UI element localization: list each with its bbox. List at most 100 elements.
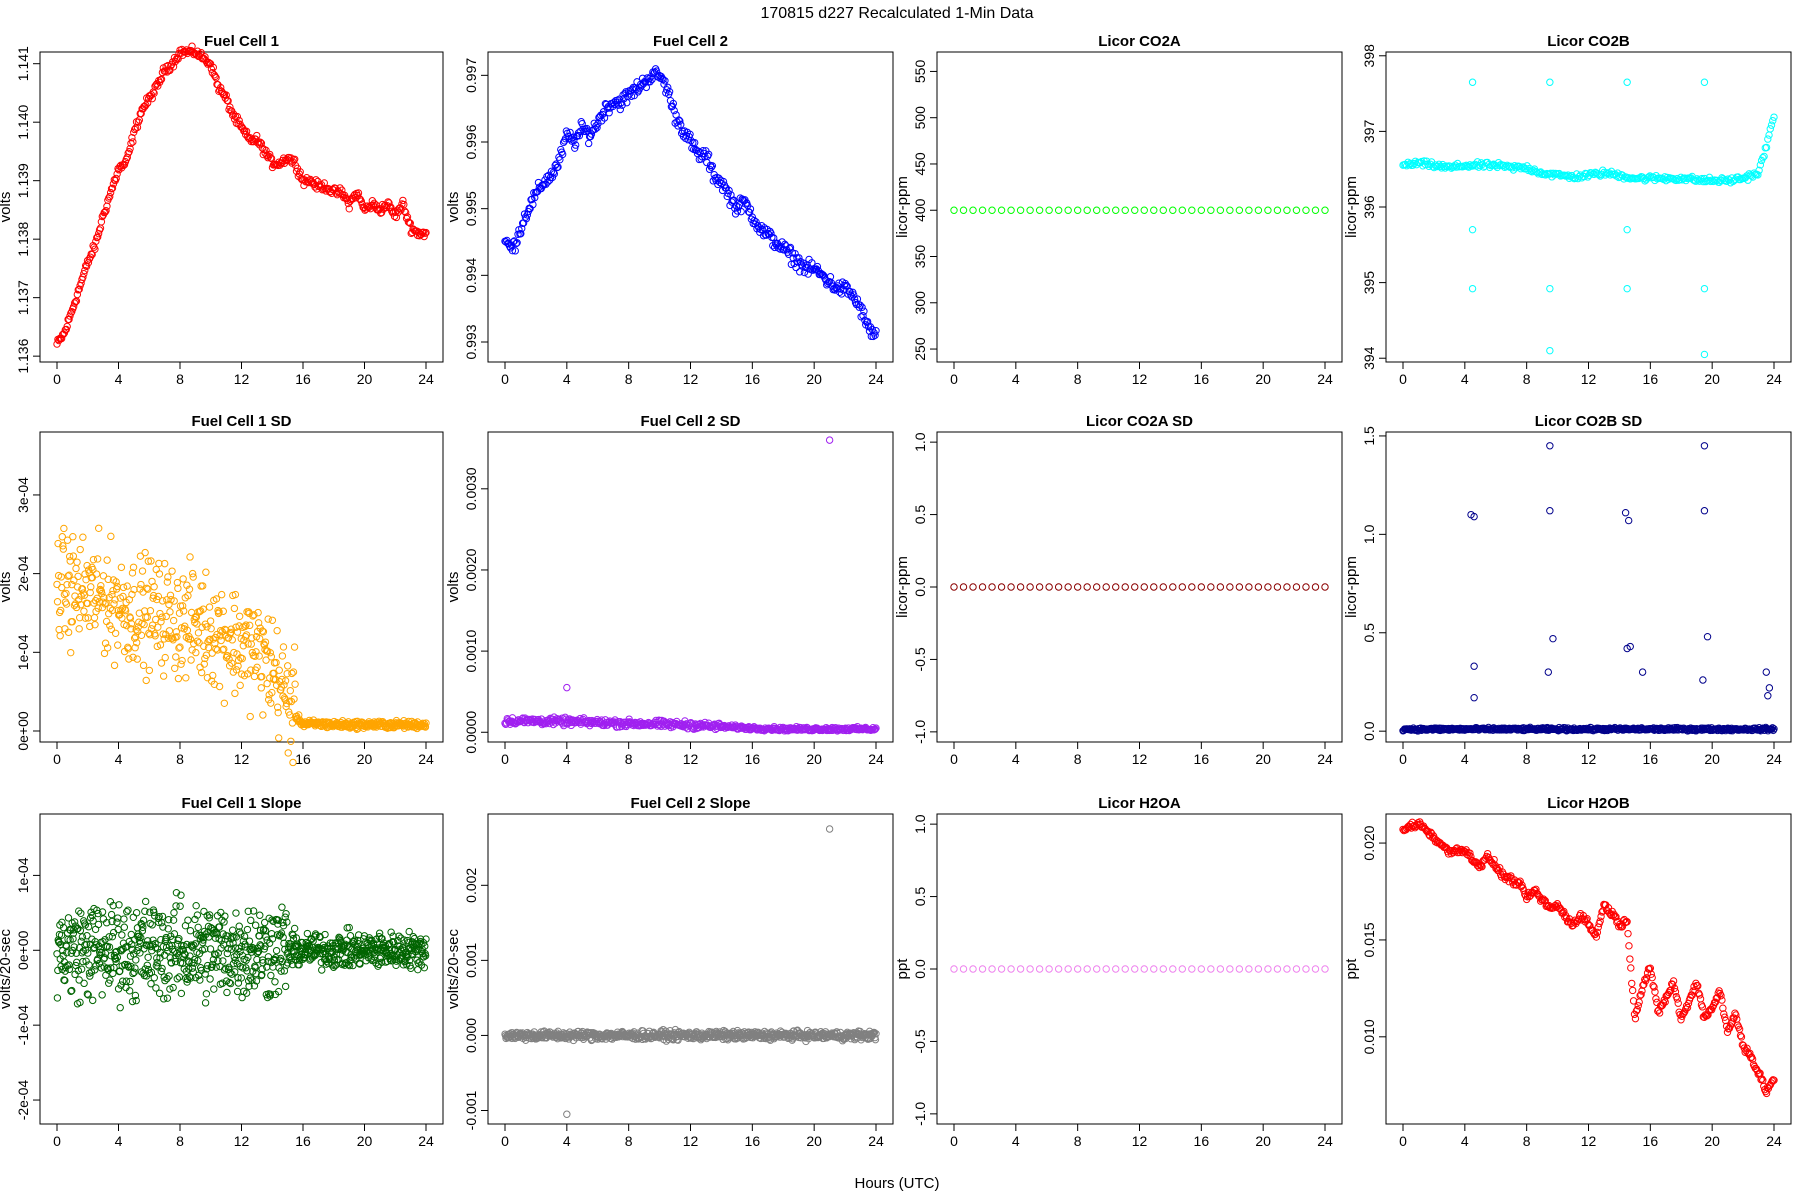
data-point [69,303,78,311]
data-point [988,965,996,973]
data-point [978,583,987,591]
x-tick-label: 0 [53,751,61,767]
data-point [106,604,115,613]
data-point [166,954,174,962]
data-point [344,960,353,969]
data-point [334,955,343,964]
data-point [125,147,133,156]
data-point [259,959,267,967]
data-point [163,578,172,586]
data-point [290,924,299,933]
data-point [223,949,232,958]
data-point [860,307,868,315]
outlier-point [563,1110,571,1118]
data-point [1207,965,1215,973]
data-point [191,915,199,924]
data-point [169,63,178,71]
data-point [138,927,147,935]
data-point [100,649,109,658]
y-tick-label: 0.0000 [463,711,479,754]
data-point [1207,583,1215,591]
data-point [286,952,294,961]
data-points [53,524,430,767]
x-tick-label: 16 [745,1133,761,1149]
data-point [111,955,120,963]
y-tick-label: 1.139 [15,163,31,198]
data-point [281,982,290,991]
data-point [255,652,263,660]
data-point [795,254,803,262]
data-point [571,144,579,152]
data-point [163,994,172,1002]
data-point [118,977,127,985]
y-axis-label: volts [0,572,14,603]
data-point [584,139,593,148]
data-point [64,914,73,922]
data-point [226,940,234,948]
data-point [113,170,121,178]
y-tick-label: -0.5 [912,1029,928,1053]
data-point [123,908,131,916]
data-point [245,982,253,990]
data-point [209,63,217,72]
data-point [106,188,115,197]
data-point [106,192,114,201]
x-tick-label: 16 [1643,1133,1659,1149]
data-point [349,961,357,970]
data-point [348,953,356,961]
data-point [109,901,117,910]
data-point [1321,965,1329,973]
outlier-point [1700,284,1709,293]
data-point [1245,206,1253,214]
data-point [143,961,152,969]
data-point [236,681,244,690]
outlier-point [1470,512,1478,521]
data-point [206,635,214,643]
data-point [215,923,224,931]
data-point [332,189,340,197]
x-tick-label: 24 [868,751,884,767]
y-tick-label: 0.001 [463,943,479,978]
data-point [132,909,141,917]
data-points [53,888,430,1012]
x-tick-label: 0 [501,1133,509,1149]
data-point [1216,965,1225,973]
data-point [241,622,249,631]
data-point [1083,583,1091,591]
data-point [193,637,202,645]
data-point [271,978,279,986]
panel-5: Fuel Cell 2 SD0 4 8 12 16 20 240.00000.00100.0… [445,413,894,767]
data-point [1131,965,1139,973]
data-point [114,925,122,934]
data-point [859,312,867,320]
data-point [53,994,62,1002]
data-point [266,648,274,657]
data-point [145,666,154,675]
data-point [869,332,877,341]
data-point [102,617,111,626]
data-point [86,588,94,597]
data-point [1421,160,1430,169]
data-point [203,623,211,631]
data-point [231,590,240,599]
data-point [669,99,677,108]
data-point [267,653,276,661]
x-tick-label: 12 [683,751,699,767]
data-point [243,967,251,975]
data-point [278,903,286,911]
data-point [162,612,170,621]
data-point [228,926,237,934]
data-point [1131,583,1139,591]
data-point [193,911,202,919]
data-point [79,957,87,966]
data-point [140,620,148,629]
data-point [75,613,84,622]
data-point [159,672,168,680]
data-point [789,254,797,262]
data-point [60,524,68,533]
data-points [1399,818,1778,1098]
data-point [182,674,190,682]
data-point [321,930,329,939]
data-point [189,573,197,581]
